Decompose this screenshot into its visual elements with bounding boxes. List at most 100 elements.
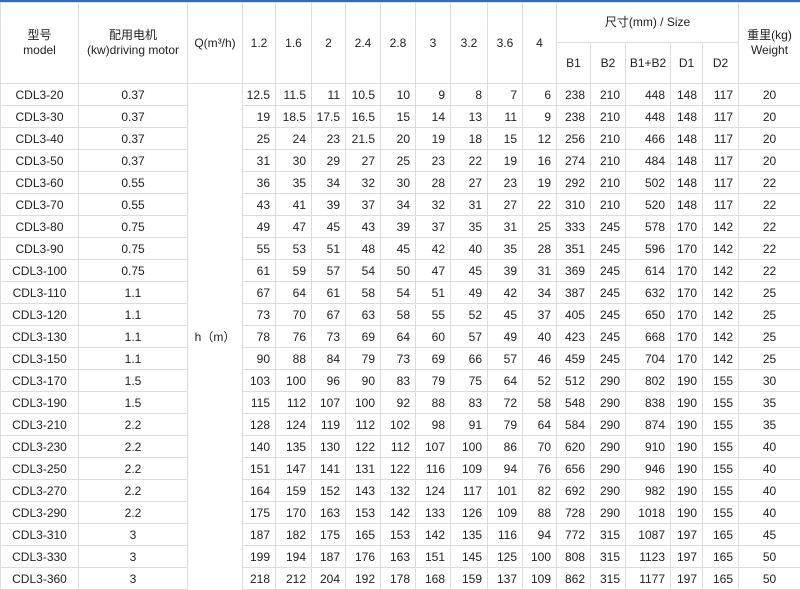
cell-h-3: 107: [416, 436, 451, 458]
cell-motor-kw: 3: [79, 524, 188, 546]
cell-h-3.6: 27: [488, 194, 523, 216]
cell-model: CDL3-40: [1, 128, 79, 150]
cell-h-3.2: 22: [451, 150, 488, 172]
cell-h-1.6: 70: [276, 304, 312, 326]
cell-h-2.8: 58: [381, 304, 416, 326]
cell-b1: 772: [557, 524, 591, 546]
cell-h-2.4: 131: [346, 458, 381, 480]
cell-weight: 22: [739, 172, 800, 194]
cell-d2: 155: [703, 458, 739, 480]
cell-h-1.6: 100: [276, 370, 312, 392]
cell-h-3.6: 35: [488, 238, 523, 260]
cell-d1: 190: [671, 436, 703, 458]
cell-h-3: 124: [416, 480, 451, 502]
cell-h-3.6: 64: [488, 370, 523, 392]
cell-b2: 245: [591, 216, 626, 238]
cell-h-2.8: 20: [381, 128, 416, 150]
cell-b2: 210: [591, 194, 626, 216]
size-col-header: D2: [703, 43, 739, 84]
cell-h-2.8: 39: [381, 216, 416, 238]
cell-h-1.2: 12.5: [243, 84, 276, 106]
cell-h-1.2: 25: [243, 128, 276, 150]
cell-weight: 30: [739, 370, 800, 392]
cell-h-3.6: 31: [488, 216, 523, 238]
cell-h-2.4: 54: [346, 260, 381, 282]
cell-h-3.6: 57: [488, 348, 523, 370]
cell-motor-kw: 2.2: [79, 480, 188, 502]
cell-model: CDL3-310: [1, 524, 79, 546]
cell-b1: 459: [557, 348, 591, 370]
cell-h-3.2: 159: [451, 568, 488, 590]
cell-h-1.2: 31: [243, 150, 276, 172]
cell-h-2.4: 192: [346, 568, 381, 590]
cell-h-3: 79: [416, 370, 451, 392]
cell-h-2.4: 143: [346, 480, 381, 502]
cell-h-4: 6: [523, 84, 557, 106]
cell-h-4: 12: [523, 128, 557, 150]
cell-b2: 245: [591, 282, 626, 304]
cell-h-3: 142: [416, 524, 451, 546]
cell-h-1.6: 41: [276, 194, 312, 216]
cell-h-3.2: 35: [451, 216, 488, 238]
cell-d1: 190: [671, 502, 703, 524]
cell-h-3.2: 135: [451, 524, 488, 546]
cell-b2: 290: [591, 502, 626, 524]
cell-h-1.2: 128: [243, 414, 276, 436]
cell-h-3: 88: [416, 392, 451, 414]
cell-motor-kw: 1.5: [79, 392, 188, 414]
cell-d1: 170: [671, 238, 703, 260]
cell-b1-b2: 614: [626, 260, 671, 282]
cell-h-3.2: 31: [451, 194, 488, 216]
flow-col-header: 4: [523, 3, 557, 84]
cell-b1: 387: [557, 282, 591, 304]
cell-model: CDL3-130: [1, 326, 79, 348]
cell-h-3.2: 109: [451, 458, 488, 480]
cell-b1-b2: 982: [626, 480, 671, 502]
cell-h-2.8: 64: [381, 326, 416, 348]
cell-h-3: 23: [416, 150, 451, 172]
cell-h-3.2: 117: [451, 480, 488, 502]
cell-h-2.4: 176: [346, 546, 381, 568]
cell-h-1.2: 218: [243, 568, 276, 590]
cell-h-2: 61: [312, 282, 346, 304]
cell-model: CDL3-90: [1, 238, 79, 260]
cell-weight: 35: [739, 414, 800, 436]
cell-h-2: 130: [312, 436, 346, 458]
model-header-cn: 型号: [27, 28, 51, 42]
cell-b2: 245: [591, 348, 626, 370]
cell-h-1.2: 199: [243, 546, 276, 568]
cell-h-4: 9: [523, 106, 557, 128]
cell-weight: 22: [739, 260, 800, 282]
cell-h-2: 34: [312, 172, 346, 194]
cell-h-1.6: 147: [276, 458, 312, 480]
cell-d1: 170: [671, 304, 703, 326]
cell-h-3: 151: [416, 546, 451, 568]
cell-h-3.2: 145: [451, 546, 488, 568]
cell-model: CDL3-250: [1, 458, 79, 480]
flow-col-header: 3.2: [451, 3, 488, 84]
cell-b2: 210: [591, 84, 626, 106]
cell-b1-b2: 632: [626, 282, 671, 304]
cell-h-3: 168: [416, 568, 451, 590]
cell-h-2.8: 178: [381, 568, 416, 590]
cell-d2: 142: [703, 216, 739, 238]
cell-h-2: 152: [312, 480, 346, 502]
cell-h-2.4: 63: [346, 304, 381, 326]
cell-h-1.2: 103: [243, 370, 276, 392]
cell-motor-kw: 0.55: [79, 194, 188, 216]
cell-b1: 310: [557, 194, 591, 216]
cell-d2: 142: [703, 260, 739, 282]
cell-d1: 190: [671, 392, 703, 414]
cell-motor-kw: 0.37: [79, 84, 188, 106]
cell-h-4: 31: [523, 260, 557, 282]
cell-d2: 155: [703, 436, 739, 458]
cell-h-2.8: 73: [381, 348, 416, 370]
cell-h-2.8: 142: [381, 502, 416, 524]
